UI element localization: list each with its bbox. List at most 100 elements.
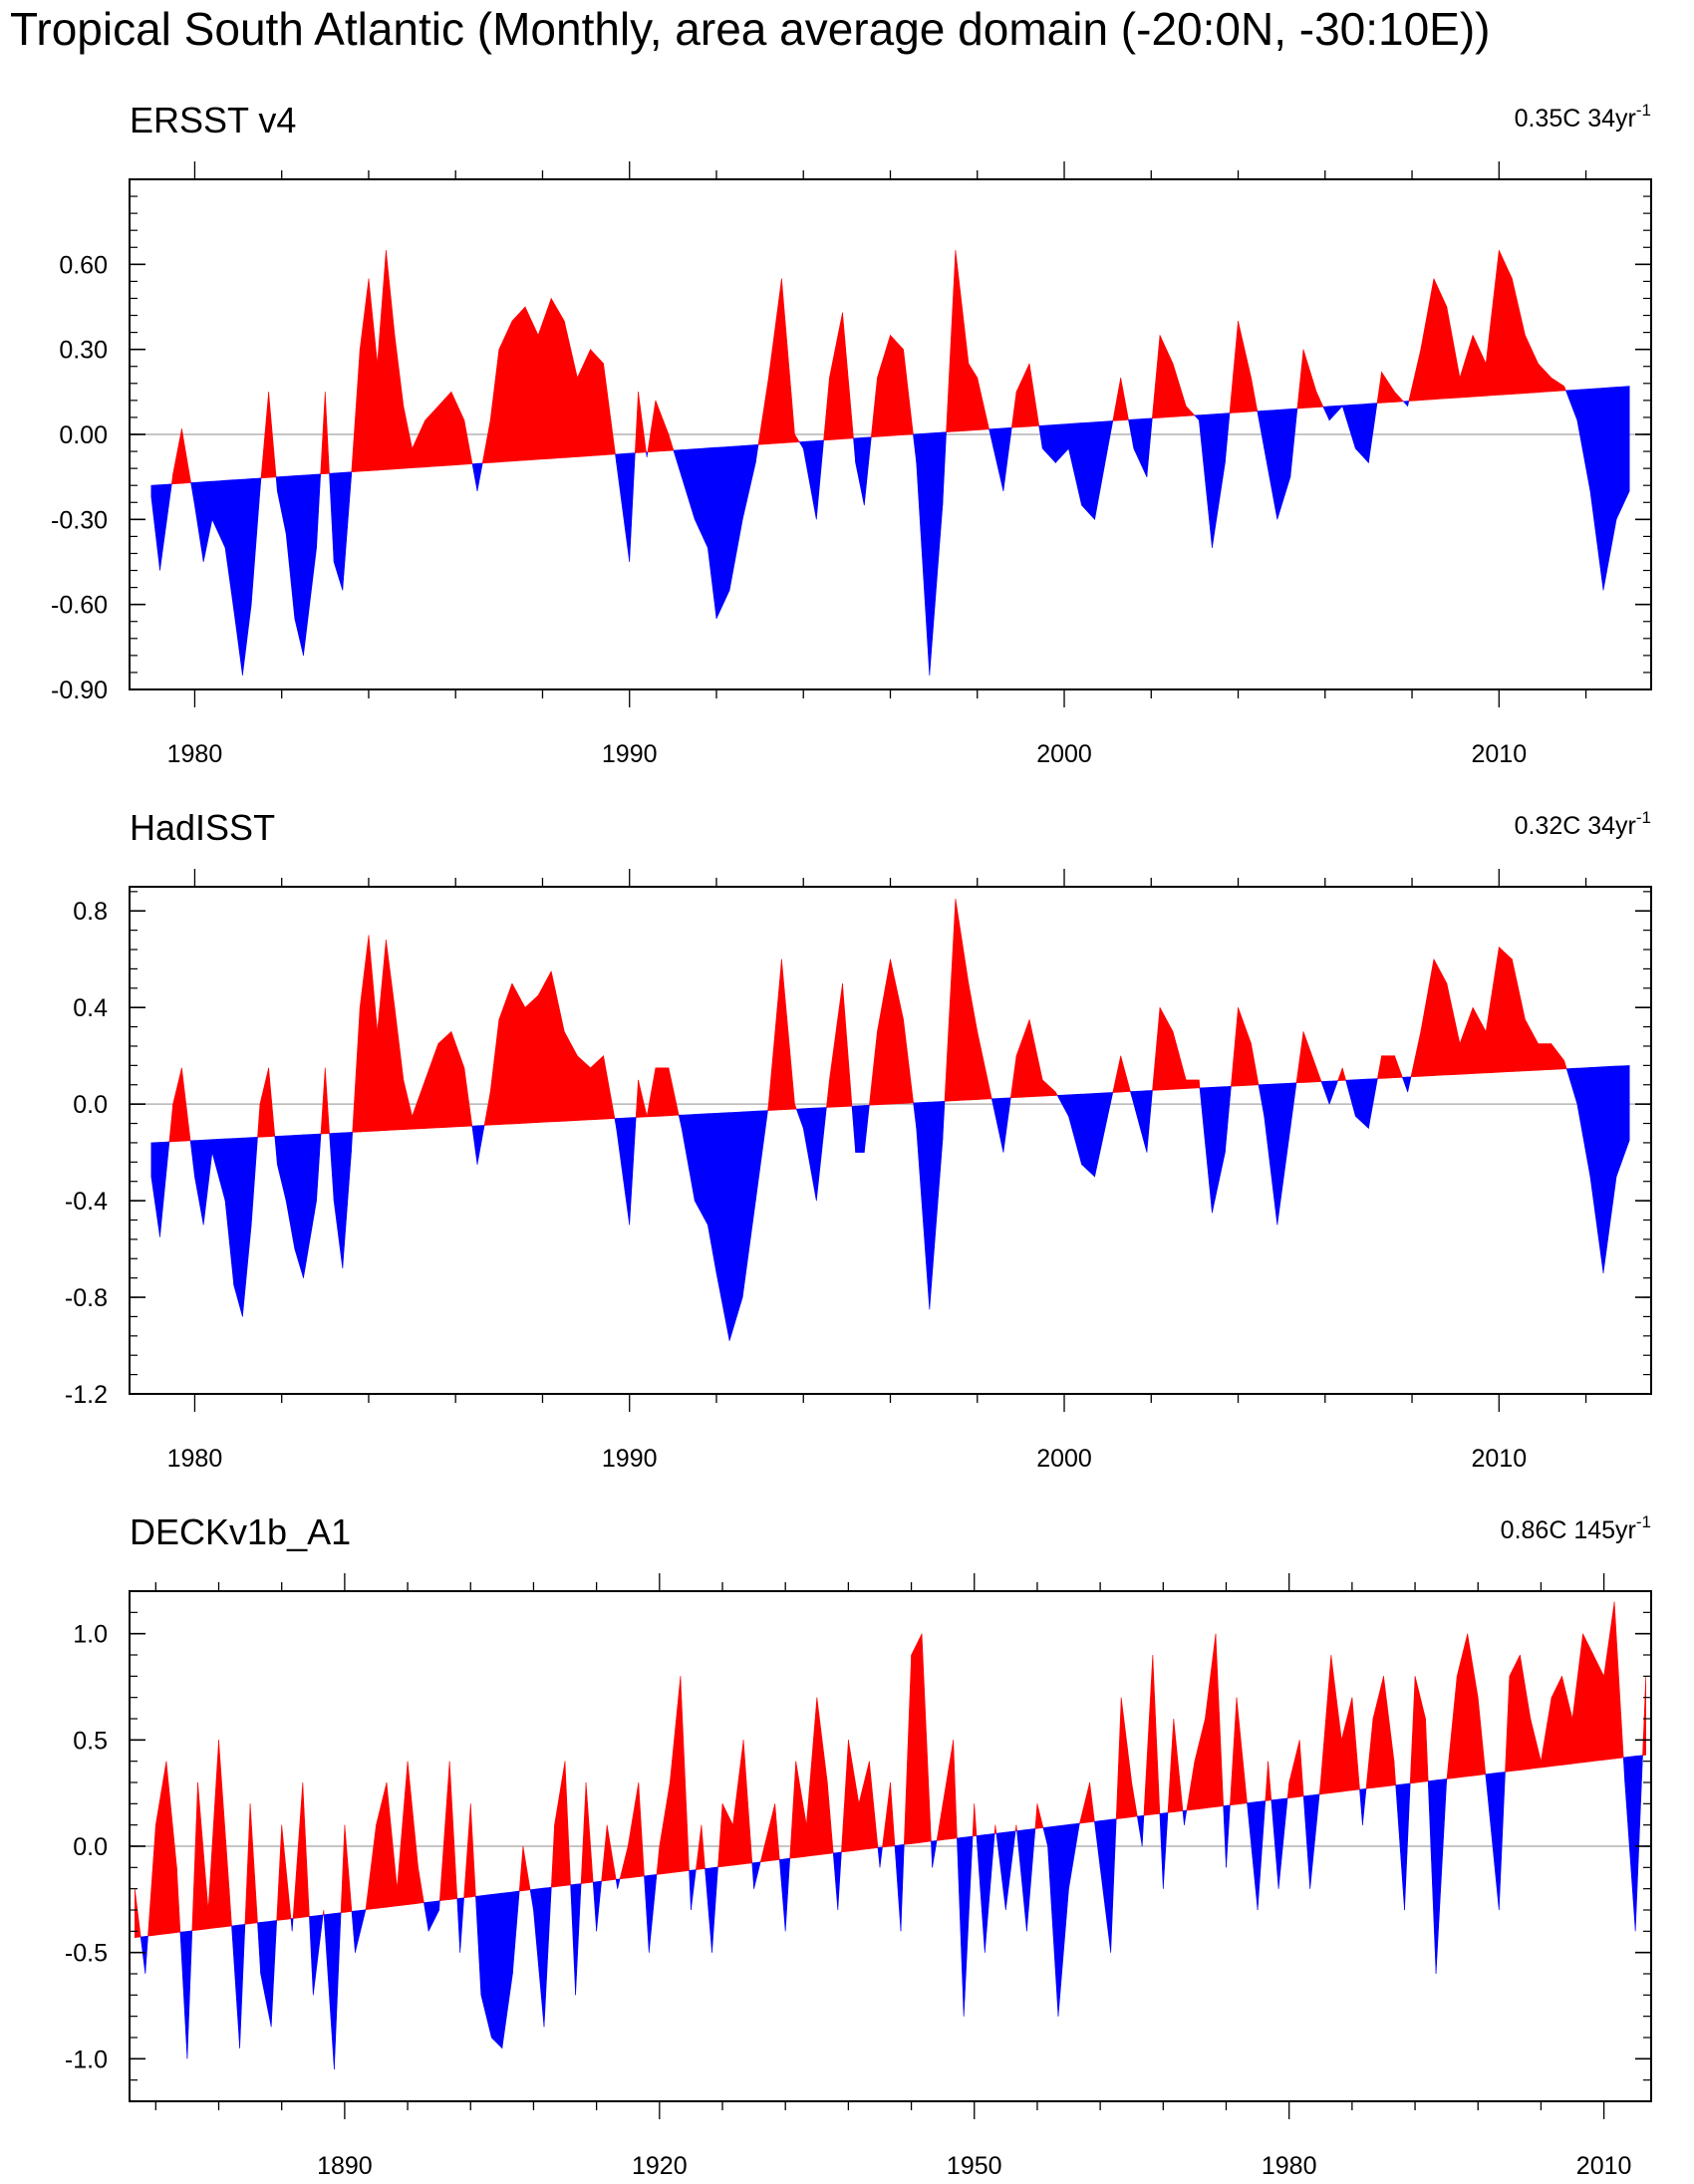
anomaly-positive <box>1499 946 1513 1073</box>
trend-label: 0.35C 34yr-1 <box>1515 101 1651 133</box>
anomaly-fill <box>135 1601 1646 2070</box>
anomaly-positive <box>463 1067 473 1127</box>
anomaly-negative <box>1057 1823 1069 2017</box>
anomaly-negative <box>648 1874 658 1953</box>
anomaly-positive <box>977 1031 991 1100</box>
anomaly-positive <box>1642 1676 1646 1757</box>
anomaly-negative <box>1488 1772 1500 1911</box>
anomaly-negative <box>694 447 708 548</box>
anomaly-negative <box>815 439 824 520</box>
anomaly-positive <box>696 1824 703 1870</box>
anomaly-positive <box>165 1761 177 1935</box>
anomaly-negative <box>715 445 730 620</box>
anomaly-positive <box>1499 249 1513 396</box>
anomaly-positive <box>1288 1740 1300 1798</box>
anomaly-negative <box>1194 414 1200 421</box>
anomaly-negative <box>1485 1774 1490 1804</box>
y-tick-label: 0.00 <box>59 421 108 449</box>
anomaly-positive <box>585 1781 594 1884</box>
anomaly-negative <box>855 436 865 506</box>
anomaly-negative <box>855 1105 865 1153</box>
anomaly-positive <box>759 1845 765 1863</box>
x-tick-label: 2000 <box>1036 740 1092 768</box>
anomaly-negative <box>1264 410 1278 520</box>
anomaly-negative <box>476 462 483 491</box>
anomaly-positive <box>1152 1007 1161 1091</box>
anomaly-positive <box>619 1845 629 1880</box>
anomaly-positive <box>1394 1055 1403 1079</box>
anomaly-positive <box>603 363 616 456</box>
anomaly-negative <box>329 472 335 563</box>
anomaly-positive <box>1538 1043 1552 1071</box>
anomaly-negative <box>837 1851 842 1911</box>
anomaly-negative <box>316 1133 322 1202</box>
anomaly-negative <box>1309 1793 1320 1889</box>
anomaly-negative <box>629 452 636 563</box>
anomaly-negative <box>456 1897 461 1953</box>
x-tick-label: 1920 <box>632 2152 688 2180</box>
anomaly-negative <box>211 1138 226 1202</box>
anomaly-negative <box>1107 1092 1114 1117</box>
anomaly-negative <box>242 1137 252 1317</box>
anomaly-negative <box>1270 1798 1279 1889</box>
anomaly-negative <box>1395 1783 1405 1911</box>
anomaly-negative <box>459 1897 464 1953</box>
anomaly-negative <box>644 1874 650 1953</box>
anomaly-negative <box>1341 404 1356 449</box>
anomaly-positive <box>794 1103 797 1110</box>
anomaly-positive <box>1238 1007 1252 1087</box>
anomaly-positive <box>1509 1654 1521 1773</box>
anomaly-negative <box>1041 423 1056 464</box>
anomaly-positive <box>1173 1718 1184 1812</box>
y-tick-label: -0.90 <box>51 677 108 704</box>
anomaly-positive <box>218 1740 230 1928</box>
anomaly-positive <box>829 982 843 1108</box>
anomaly-positive <box>554 1761 566 1888</box>
trend-label-superscript: -1 <box>1636 808 1651 827</box>
anomaly-negative <box>1055 423 1069 464</box>
anomaly-positive <box>763 1803 776 1862</box>
anomaly-positive <box>1377 1055 1382 1079</box>
anomaly-positive <box>1302 349 1317 409</box>
anomaly-negative <box>1056 1094 1069 1117</box>
anomaly-positive <box>1446 982 1461 1076</box>
anomaly-negative <box>512 1890 520 1975</box>
anomaly-positive <box>1341 1067 1346 1081</box>
anomaly-positive <box>386 940 396 1131</box>
anomaly-positive <box>942 1740 955 1840</box>
anomaly-negative <box>438 1900 440 1911</box>
anomaly-negative <box>754 443 759 463</box>
y-tick-label: 0.30 <box>59 337 108 365</box>
anomaly-negative <box>159 483 172 571</box>
chart-title: HadISST <box>130 807 275 848</box>
anomaly-negative <box>1212 412 1226 548</box>
anomaly-positive <box>1456 1633 1468 1778</box>
anomaly-negative <box>706 446 717 619</box>
anomaly-negative <box>863 436 872 506</box>
anomaly-positive <box>172 1067 182 1143</box>
anomaly-positive <box>1563 1060 1567 1070</box>
anomaly-negative <box>276 475 287 534</box>
anomaly-negative <box>179 1931 188 2059</box>
anomaly-negative <box>1068 1822 1080 1889</box>
anomaly-negative <box>715 1112 730 1341</box>
anomaly-positive <box>498 982 513 1126</box>
anomaly-negative <box>1402 401 1408 408</box>
anomaly-positive <box>882 1781 891 1848</box>
anomaly-negative <box>1407 1076 1412 1093</box>
anomaly-negative <box>1141 1814 1145 1847</box>
anomaly-negative <box>309 1915 314 1996</box>
anomaly-negative <box>316 473 322 548</box>
anomaly-negative <box>1289 1082 1297 1129</box>
anomaly-negative <box>1355 403 1369 464</box>
anomaly-positive <box>1538 363 1552 394</box>
anomaly-positive <box>977 378 989 430</box>
anomaly-negative <box>1564 389 1578 420</box>
anomaly-positive <box>1238 321 1252 413</box>
trend-label-superscript: -1 <box>1636 101 1651 120</box>
trend-label-superscript: -1 <box>1636 1512 1651 1531</box>
anomaly-positive <box>638 1079 648 1118</box>
trend-label-value: 0.86C 145yr <box>1501 1516 1636 1544</box>
anomaly-positive <box>1295 1031 1304 1084</box>
